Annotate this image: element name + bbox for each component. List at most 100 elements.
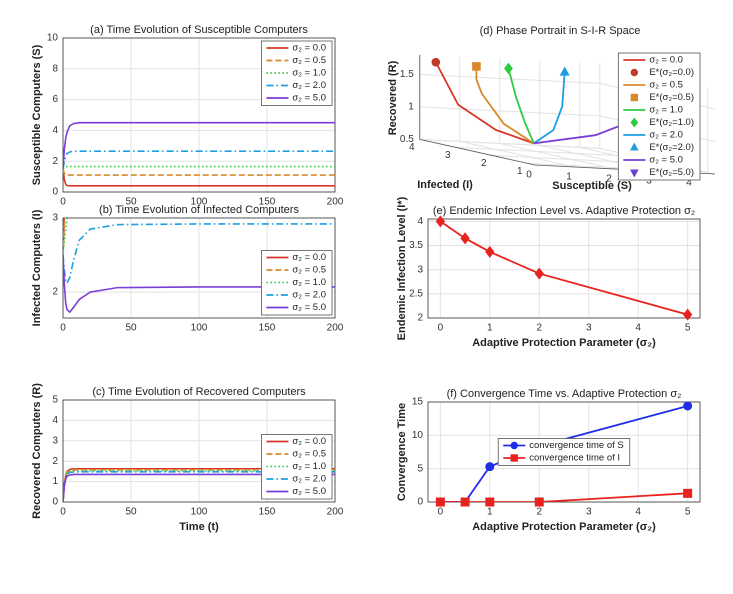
x-tick-label: 4 — [635, 323, 641, 334]
axes-box — [427, 401, 701, 503]
marker — [683, 308, 693, 321]
series-line — [63, 168, 335, 187]
legend-label: σ₂ = 2.0 — [292, 474, 326, 485]
x-tick-label: 100 — [191, 197, 208, 208]
y-tick-label: 2 — [52, 456, 58, 467]
axes-box — [62, 37, 336, 193]
y-tick-label: 15 — [412, 397, 424, 408]
grid-line — [459, 140, 576, 168]
y-tick-label: 2 — [52, 156, 58, 167]
series-line — [63, 223, 335, 285]
y-tick-label: 5 — [52, 395, 58, 406]
marker — [435, 215, 445, 228]
x-axis-label: Time (t) — [179, 521, 219, 533]
legend-label: σ₂ = 1.0 — [292, 68, 326, 79]
x-tick-label: 5 — [685, 323, 691, 334]
marker — [460, 497, 470, 507]
y-axis-label: Infected Computers (I) — [31, 209, 43, 326]
x-tick-label: 4 — [635, 507, 641, 518]
axis-line — [419, 139, 536, 166]
axes-box — [62, 399, 336, 503]
x-tick-label: 200 — [327, 507, 344, 518]
y-tick-label: 4 — [52, 415, 58, 426]
y-tick-label: 3 — [445, 150, 451, 161]
y-tick-label: 1 — [517, 166, 523, 177]
legend-label: E*(σ₂=0.0) — [649, 67, 694, 78]
marker — [485, 245, 495, 258]
chart-title: (b) Time Evolution of Infected Computers — [99, 204, 299, 216]
series-line — [440, 492, 688, 502]
y-tick-label: 3 — [52, 435, 58, 446]
x-tick-label: 3 — [586, 323, 592, 334]
y-tick-label: 10 — [47, 33, 59, 44]
y-axis-label: Infected (I) — [417, 179, 473, 191]
marker — [630, 68, 639, 77]
series-line — [63, 469, 335, 502]
x-tick-label: 150 — [259, 507, 276, 518]
legend: convergence time of S convergence time of… — [497, 438, 631, 466]
y-tick-label: 8 — [52, 63, 58, 74]
legend-label: σ₂ = 2.0 — [292, 80, 326, 91]
legend-box — [497, 438, 631, 466]
y-tick-label: 3.5 — [409, 240, 423, 251]
legend-label: σ₂ = 0.0 — [649, 55, 683, 66]
legend: σ₂ = 0.0σ₂ = 0.5σ₂ = 1.0σ₂ = 2.0σ₂ = 5.0 — [261, 40, 333, 106]
legend-label: σ₂ = 5.0 — [649, 155, 683, 166]
trajectory — [507, 68, 535, 144]
marker — [683, 488, 693, 498]
marker — [510, 454, 518, 462]
marker — [485, 497, 495, 507]
legend-label: σ₂ = 0.5 — [292, 55, 326, 66]
series-line — [63, 471, 335, 502]
x-tick-label: 5 — [685, 507, 691, 518]
legend-label: convergence time of I — [529, 453, 620, 464]
trajectory — [435, 61, 535, 145]
grid-line — [419, 106, 600, 117]
legend-label: E*(σ₂=0.5) — [649, 92, 694, 103]
legend: σ₂ = 0.0σ₂ = 0.5σ₂ = 1.0σ₂ = 2.0σ₂ = 5.0 — [261, 250, 333, 316]
x-tick-label: 3 — [646, 176, 652, 187]
x-tick-label: 0 — [60, 197, 66, 208]
y-tick-label: 3 — [52, 213, 58, 224]
x-tick-label: 200 — [327, 323, 344, 334]
marker — [629, 169, 639, 178]
marker — [472, 62, 481, 71]
plot-area — [428, 219, 700, 318]
marker — [559, 66, 570, 76]
series-line — [63, 121, 335, 169]
legend-label: σ₂ = 2.0 — [292, 290, 326, 301]
x-tick-label: 2 — [536, 507, 542, 518]
y-tick-label: 2 — [52, 287, 58, 298]
marker — [683, 401, 693, 411]
grid-line — [499, 142, 616, 170]
y-axis-label: Susceptible Computers (S) — [31, 44, 43, 185]
legend-label: E*(σ₂=2.0) — [649, 142, 694, 153]
legend-label: σ₂ = 5.0 — [292, 302, 326, 313]
y-axis-label: Convergence Time — [396, 403, 408, 501]
legend-box — [261, 250, 333, 316]
legend-label: σ₂ = 0.5 — [292, 449, 326, 460]
legend-label: σ₂ = 2.0 — [649, 130, 683, 141]
x-tick-label: 1 — [566, 172, 572, 183]
marker — [510, 441, 518, 450]
x-tick-label: 50 — [125, 507, 137, 518]
x-tick-label: 1 — [487, 507, 493, 518]
y-tick-label: 2 — [481, 158, 487, 169]
legend-box — [261, 40, 333, 106]
legend-label: σ₂ = 0.5 — [292, 265, 326, 276]
grid-line — [455, 146, 636, 157]
legend-label: σ₂ = 0.0 — [292, 436, 326, 447]
x-axis-label: Susceptible (S) — [552, 180, 632, 192]
x-tick-label: 50 — [125, 197, 137, 208]
x-tick-label: 0 — [438, 507, 444, 518]
y-tick-label: 5 — [417, 463, 423, 474]
x-tick-label: 2 — [606, 174, 612, 185]
x-tick-label: 2 — [536, 323, 542, 334]
x-tick-label: 3 — [586, 507, 592, 518]
z-axis-label: Recovered (R) — [387, 60, 399, 135]
grid-line — [419, 73, 600, 84]
series-line — [63, 168, 335, 176]
legend-label: σ₂ = 1.0 — [292, 277, 326, 288]
